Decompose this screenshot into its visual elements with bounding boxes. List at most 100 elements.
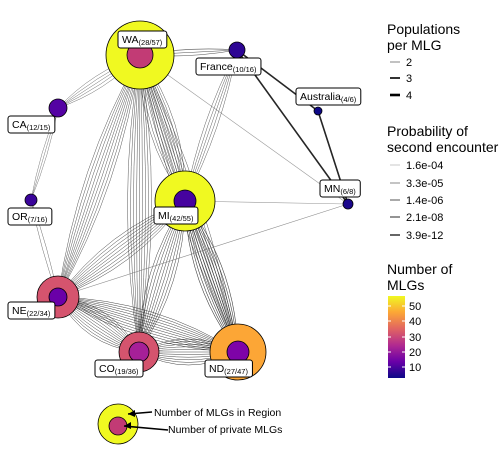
colorbar-label-30: 30	[409, 332, 421, 344]
legend-prob-label-3: 1.4e-06	[406, 195, 443, 207]
node-france-outer	[228, 41, 246, 59]
node-label-text-mi: MI(42/55)	[158, 210, 194, 223]
key-region-label: Number of MLGs in Region	[154, 407, 281, 419]
node-label-text-mn: MN(6/8)	[324, 183, 356, 196]
node-label-text-co: CO(19/36)	[99, 363, 139, 376]
edge-ca-or	[30, 107, 59, 201]
node-label-box-nd	[204, 359, 253, 378]
node-mn-outer	[342, 198, 354, 210]
edge-wa-co	[138, 54, 149, 353]
node-label-text-nd: ND(27/47)	[209, 363, 248, 376]
node-layer	[24, 20, 354, 381]
node-label-wa: WA(28/57)	[117, 30, 168, 49]
legend-pop-label-4: 4	[406, 90, 412, 102]
legend-pop-label-3: 3	[406, 73, 412, 85]
key-private-label: Number of private MLGs	[168, 424, 282, 436]
node-label-box-mi	[153, 206, 199, 225]
node-label-ne: NE(22/34)	[7, 301, 56, 320]
node-label-box-france	[195, 57, 262, 76]
node-name: Australia	[300, 91, 341, 103]
node-count: (7/16)	[28, 215, 48, 224]
node-label-box-wa	[117, 30, 168, 49]
legend-mlgs: Number of MLGs 50 40 30 20 10	[387, 261, 452, 378]
node-france	[228, 41, 246, 59]
node-count: (4/6)	[341, 95, 357, 104]
node-key: Number of MLGs in Region Number of priva…	[97, 403, 282, 445]
node-name: NE	[12, 305, 27, 317]
node-ca	[48, 98, 68, 118]
edge-wa-co	[138, 54, 152, 353]
node-label-text-australia: Australia(4/6)	[300, 91, 357, 104]
edge-ne-mn	[57, 203, 349, 298]
node-label-box-or	[7, 207, 53, 226]
edge-wa-co	[133, 54, 141, 353]
legend-prob-label-5: 3.9e-12	[406, 230, 443, 242]
node-count: (19/36)	[115, 367, 139, 376]
node-australia	[313, 106, 323, 116]
node-count: (10/16)	[233, 65, 257, 74]
legend-probability: Probability of second encounter 1.6e-04 …	[387, 123, 499, 242]
mlgs-colorbar	[388, 296, 405, 378]
legend-mlgs-title-1: Number of	[387, 261, 452, 277]
legend-probability-title-2: second encounter	[387, 139, 499, 155]
legend-pop-label-2: 2	[406, 57, 412, 69]
node-mn	[342, 198, 354, 210]
edge-ca-or	[30, 107, 59, 201]
node-count: (22/34)	[27, 309, 51, 318]
legend-populations-title-1: Populations	[387, 21, 460, 37]
node-or	[24, 193, 38, 207]
node-name: ND	[209, 363, 225, 375]
legend-prob-label-2: 3.3e-05	[406, 178, 443, 190]
node-label-text-france: France(10/16)	[200, 61, 257, 74]
node-name: MI	[158, 210, 170, 222]
legend-prob-label-4: 2.1e-08	[406, 212, 443, 224]
node-label-text-or: OR(7/16)	[12, 211, 48, 224]
node-label-mn: MN(6/8)	[319, 179, 361, 198]
edge-wa-co	[138, 54, 141, 353]
key-region-arrowhead	[128, 410, 135, 417]
node-label-text-wa: WA(28/57)	[122, 34, 163, 47]
node-count: (12/15)	[27, 123, 51, 132]
node-count: (42/55)	[170, 214, 194, 223]
node-ca-outer	[48, 98, 68, 118]
legend-populations-title-2: per MLG	[387, 37, 441, 53]
node-label-or: OR(7/16)	[7, 207, 53, 226]
node-label-australia: Australia(4/6)	[295, 87, 362, 106]
edge-wa-co	[130, 54, 141, 353]
node-count: (6/8)	[340, 187, 356, 196]
legend-probability-title-1: Probability of	[387, 123, 468, 139]
label-layer: WA(28/57)France(10/16)Australia(4/6)CA(1…	[7, 30, 362, 378]
colorbar-label-40: 40	[409, 316, 421, 328]
edge-wa-ne	[57, 54, 141, 298]
node-name: WA	[122, 34, 139, 46]
key-private-arrow	[123, 425, 169, 431]
colorbar-label-10: 10	[409, 362, 421, 374]
node-name: CA	[12, 119, 27, 131]
node-name: France	[200, 61, 233, 73]
legend-prob-label-1: 1.6e-04	[406, 160, 443, 172]
legend-mlgs-title-2: MLGs	[387, 277, 424, 293]
node-label-mi: MI(42/55)	[153, 206, 199, 225]
node-label-box-ca	[7, 115, 56, 134]
edge-wa-co	[127, 54, 141, 353]
node-label-box-mn	[319, 179, 361, 198]
node-label-box-australia	[295, 87, 362, 106]
node-label-co: CO(19/36)	[94, 359, 144, 378]
legend-populations: Populations per MLG 2 3 4	[387, 21, 460, 102]
edge-wa-co	[138, 54, 143, 353]
key-private-arrowhead	[124, 422, 131, 429]
colorbar-label-50: 50	[409, 301, 421, 313]
node-name: OR	[12, 211, 28, 223]
colorbar-label-20: 20	[409, 347, 421, 359]
node-count: (28/57)	[139, 38, 163, 47]
node-label-nd: ND(27/47)	[204, 359, 253, 378]
node-ne-inner	[48, 287, 68, 307]
node-name: MN	[324, 183, 340, 195]
node-label-text-ca: CA(12/15)	[12, 119, 51, 132]
node-co-inner	[128, 341, 150, 363]
node-count: (27/47)	[224, 367, 248, 376]
node-or-outer	[24, 193, 38, 207]
node-label-ca: CA(12/15)	[7, 115, 56, 134]
node-name: CO	[99, 363, 115, 375]
